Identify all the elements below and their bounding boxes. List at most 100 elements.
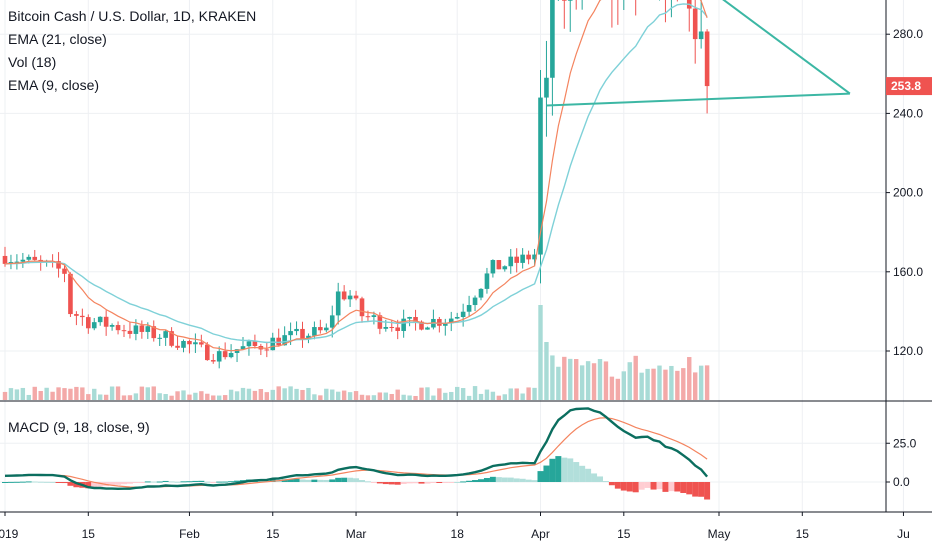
macd-histogram-bar	[353, 478, 360, 482]
volume-bar	[663, 369, 668, 400]
candle-body	[544, 77, 549, 98]
volume-bar	[181, 390, 186, 400]
candle-body	[86, 317, 91, 329]
macd-histogram-bar	[281, 479, 288, 482]
candle-body	[26, 256, 32, 260]
macd-histogram-bar	[698, 482, 705, 497]
candle-body	[139, 325, 145, 332]
volume-bar	[704, 365, 710, 400]
macd-histogram-bar	[549, 458, 556, 482]
macd-histogram-bar	[323, 479, 330, 482]
volume-bar	[472, 386, 478, 400]
x-tick-label: 15	[82, 527, 96, 541]
macd-histogram-bar	[632, 482, 639, 493]
macd-histogram-bar	[91, 482, 98, 488]
volume-bar	[526, 387, 531, 400]
volume-bar	[627, 362, 632, 400]
macd-histogram-bar	[49, 481, 56, 483]
macd-histogram-bar	[507, 477, 514, 482]
macd-histogram-bar	[144, 481, 151, 483]
last-price-label: 253.8	[891, 79, 921, 93]
candle-body	[20, 259, 26, 262]
legend-ema21[interactable]: EMA (21, close)	[8, 31, 107, 47]
macd-pane	[0, 400, 932, 500]
volume-bar	[32, 386, 37, 400]
volume-bar	[443, 392, 448, 400]
macd-histogram-bar	[67, 482, 74, 486]
volume-bar	[264, 392, 269, 400]
trendlines[interactable]	[541, 0, 851, 107]
macd-histogram-bar	[341, 477, 348, 482]
volume-bar	[169, 395, 174, 400]
volume-bar	[520, 393, 525, 400]
macd-histogram-bar	[162, 480, 169, 482]
volume-bar	[597, 359, 603, 400]
candle-body	[252, 341, 258, 347]
macd-histogram-bar	[501, 477, 508, 482]
macd-histogram-bar	[662, 482, 669, 492]
volume-bar	[312, 394, 317, 400]
volume-bar	[98, 394, 103, 400]
candle-body	[365, 316, 371, 318]
volume-bar	[556, 366, 561, 400]
volume-bar	[591, 363, 597, 400]
macd-histogram-bar	[85, 482, 92, 489]
candle-body	[550, 0, 555, 78]
volume-bar	[550, 355, 555, 400]
volume-bar	[532, 387, 537, 400]
candle-body	[151, 326, 157, 339]
macd-histogram-bar	[156, 481, 163, 483]
legend-macd[interactable]: MACD (9, 18, close, 9)	[8, 419, 150, 435]
trendline[interactable]	[546, 92, 850, 107]
macd-histogram-bar	[234, 480, 241, 482]
candle-body	[210, 360, 216, 362]
volume-bar	[407, 395, 412, 400]
candle-body	[240, 346, 246, 350]
candle-body	[193, 342, 198, 345]
macd-histogram-bar	[359, 480, 365, 482]
volume-bar	[205, 393, 210, 400]
candle-body	[199, 342, 204, 345]
macd-histogram-bar	[430, 482, 437, 483]
candle-body	[478, 288, 484, 298]
candle-body	[413, 317, 418, 322]
legend-vol[interactable]: Vol (18)	[8, 54, 57, 70]
volume-bar	[252, 390, 258, 400]
macd-histogram-bar	[644, 482, 651, 488]
candle-body	[97, 316, 103, 323]
candle-body	[205, 344, 210, 361]
candle-body	[169, 331, 174, 346]
macd-histogram-bar	[25, 481, 32, 483]
volume-bar	[514, 388, 519, 400]
candle-body	[520, 254, 525, 263]
volume-bar	[50, 391, 55, 400]
volume-bar	[484, 389, 490, 400]
macd-histogram-bar	[376, 482, 383, 484]
trendline[interactable]	[541, 0, 851, 95]
volume-bar	[175, 391, 180, 400]
volume-bar	[133, 393, 139, 400]
volume-bar	[449, 391, 454, 400]
macd-histogram-bar	[138, 482, 145, 483]
macd-histogram-bar	[222, 481, 229, 483]
candle-body	[246, 341, 252, 347]
volume-bar	[92, 388, 97, 400]
candle-body	[68, 273, 73, 315]
candle-body	[526, 254, 531, 260]
candle-body	[466, 305, 472, 312]
volume-bar	[645, 368, 650, 400]
macd-histogram-bar	[531, 480, 538, 482]
candle-body	[538, 97, 543, 255]
macd-histogram-bar	[608, 482, 615, 486]
volume-bar	[502, 394, 507, 400]
candle-body	[282, 335, 287, 346]
macd-histogram-bar	[638, 482, 645, 490]
volume-bar	[353, 391, 359, 400]
volume-bar	[20, 387, 26, 400]
candle-body	[222, 351, 228, 358]
volume-bar	[490, 391, 496, 400]
macd-histogram-bar	[31, 481, 38, 483]
legend-ema9[interactable]: EMA (9, close)	[8, 77, 100, 93]
macd-histogram-bar	[424, 482, 431, 484]
